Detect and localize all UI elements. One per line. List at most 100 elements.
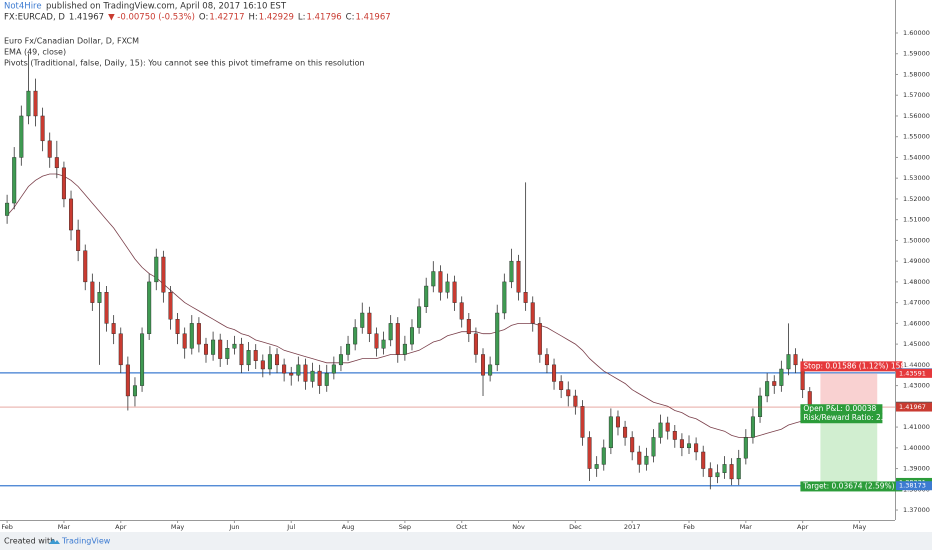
candle-body — [132, 385, 137, 397]
y-tick-label: 1.60000 — [903, 29, 930, 37]
candle-body — [211, 339, 216, 355]
stop-label: Stop: 0.01586 (1.12%) 158.6 — [803, 361, 912, 370]
stop-tag-label: 1.43591 — [899, 369, 926, 377]
candle-body — [573, 395, 578, 407]
candle-body — [687, 443, 692, 449]
x-tick-label: Aug — [342, 523, 355, 531]
y-tick-label: 1.59000 — [903, 50, 930, 58]
candle-body — [196, 323, 201, 345]
candle-body — [232, 343, 237, 349]
candle-body — [310, 370, 315, 382]
candle-body — [722, 464, 727, 473]
candle-body — [246, 350, 251, 366]
info-text: C: — [346, 13, 355, 23]
last-price-tag — [896, 402, 932, 412]
target-label: Target: 0.03674 (2.59%) 367.4 — [802, 481, 918, 490]
y-tick-label: 1.40000 — [903, 444, 930, 452]
footer-brand[interactable]: TradingView — [61, 537, 111, 546]
candle-body — [786, 354, 791, 370]
candle-body — [395, 323, 400, 355]
y-tick-label: 1.37000 — [903, 506, 930, 514]
candle-body — [19, 115, 24, 158]
pnl-label: Open P&L: 0.00038 — [803, 404, 876, 413]
candle-body — [758, 395, 763, 417]
candle-body — [140, 333, 145, 386]
candle-body — [76, 229, 81, 251]
candle-body — [83, 250, 88, 283]
x-tick-label: Sep — [399, 523, 411, 531]
candle-body — [502, 281, 507, 314]
candle-body — [750, 416, 755, 438]
pnl-label-box — [800, 404, 883, 415]
candle-body — [544, 354, 549, 366]
candle-body — [566, 389, 571, 397]
y-tick-label: 1.52000 — [903, 195, 930, 203]
y-tick-label: 1.41000 — [903, 423, 930, 431]
candle-body — [225, 348, 230, 359]
candle-body — [459, 302, 464, 320]
y-tick-label: 1.58000 — [903, 70, 930, 78]
candle-body — [54, 157, 59, 169]
candle-body — [488, 364, 493, 376]
candle-body — [715, 472, 720, 478]
candle-body — [26, 90, 31, 117]
x-tick-label: Mar — [58, 523, 71, 531]
candle-body — [125, 364, 130, 397]
footer-bar — [0, 532, 932, 550]
candle-body — [381, 339, 386, 349]
candle-body — [743, 437, 748, 459]
logo — [49, 539, 60, 544]
y-tick-label: 1.56000 — [903, 112, 930, 120]
candle-body — [346, 343, 351, 355]
candle-body — [630, 437, 635, 453]
stop-tag — [896, 368, 932, 378]
y-tick-label: 1.45000 — [903, 340, 930, 348]
candle-body — [33, 90, 38, 117]
author[interactable]: Not4Hire — [4, 2, 42, 12]
level-tag — [896, 481, 932, 491]
candle-body — [168, 292, 173, 320]
x-tick-label: 2017 — [624, 523, 641, 531]
candle-body — [367, 312, 372, 334]
candle-body — [111, 323, 116, 334]
info-text: ▼ -0.00750 (-0.53%) — [108, 13, 195, 23]
y-tick-label: 1.47000 — [903, 299, 930, 307]
candle-body — [417, 306, 422, 328]
info-text: 1.41796 — [307, 13, 342, 23]
candle-body — [175, 319, 180, 334]
candle-body — [40, 115, 45, 142]
candle-body — [97, 292, 102, 303]
candle-body — [296, 364, 301, 376]
x-tick-label: Mar — [740, 523, 753, 531]
target-label-box — [800, 481, 903, 492]
candle-body — [402, 343, 407, 355]
candle-body — [338, 354, 343, 366]
x-tick-label: Jun — [228, 523, 239, 531]
candle-body — [147, 281, 152, 334]
x-tick-label: Dec — [569, 523, 582, 531]
candle-body — [615, 416, 620, 428]
candle-body — [452, 281, 457, 303]
candle-body — [253, 350, 258, 361]
candle-body — [331, 364, 336, 374]
footer-text: Created with — [4, 537, 55, 546]
info-text: 1.41967 — [69, 13, 104, 23]
candle-body — [388, 323, 393, 341]
candle-body — [47, 140, 52, 158]
ema-line — [6, 173, 810, 438]
candle-body — [765, 381, 770, 397]
candle-body — [260, 360, 265, 370]
y-tick-label: 1.53000 — [903, 174, 930, 182]
candle-body — [5, 202, 10, 216]
candle-body — [473, 333, 478, 355]
candle-body — [736, 457, 741, 480]
candle-body — [694, 443, 699, 453]
y-tick-label: 1.50000 — [903, 236, 930, 244]
level-tag-label: 1.38173 — [899, 482, 926, 490]
info-text: 1.41967 — [355, 13, 390, 23]
candle-body — [665, 422, 670, 432]
candle-body — [118, 333, 123, 366]
x-tick-label: Nov — [512, 523, 525, 531]
x-tick-label: Apr — [115, 523, 127, 531]
